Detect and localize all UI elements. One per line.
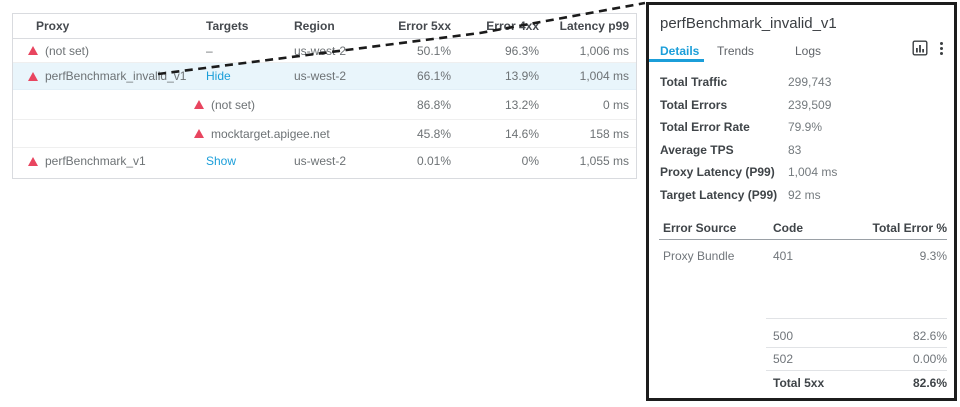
- metric-value: 299,743: [788, 75, 832, 89]
- table-row-target[interactable]: (not set) 86.8% 13.2% 0 ms: [13, 90, 636, 120]
- tab-details[interactable]: Details: [660, 44, 700, 58]
- error-row-500: 500 82.6%: [773, 329, 947, 343]
- latency-cell: 0 ms: [602, 97, 629, 112]
- error-table-header: Error Source Code Total Error %: [663, 221, 947, 235]
- error4xx-cell: 0%: [521, 154, 539, 168]
- metric-label: Proxy Latency (P99): [660, 165, 775, 179]
- proxy-name: perfBenchmark_v1: [45, 154, 146, 168]
- total-pct: 82.6%: [912, 376, 947, 390]
- latency-cell: 158 ms: [589, 126, 629, 141]
- error5xx-cell: 45.8%: [416, 126, 451, 141]
- latency-cell: 1,004 ms: [579, 69, 629, 83]
- warning-triangle-icon: [194, 100, 204, 109]
- error-row-502: 502 0.00%: [773, 352, 947, 366]
- region-cell: us-west-2: [294, 154, 347, 168]
- metric-row: Average TPS 83: [660, 143, 946, 157]
- proxy-name: perfBenchmark_invalid_v1: [45, 69, 187, 83]
- metric-row: Total Error Rate 79.9%: [660, 120, 946, 134]
- target-name: mocktarget.apigee.net: [211, 126, 330, 141]
- metric-label: Target Latency (P99): [660, 188, 778, 202]
- proxy-name: (not set): [45, 43, 90, 58]
- table-row-selected[interactable]: perfBenchmark_invalid_v1 Hide us-west-2 …: [13, 63, 636, 90]
- target-name: (not set): [211, 97, 256, 112]
- target-cell: mocktarget.apigee.net: [194, 127, 330, 141]
- error4xx-cell: 13.2%: [504, 97, 539, 112]
- metric-row: Proxy Latency (P99) 1,004 ms: [660, 165, 946, 179]
- tab-logs[interactable]: Logs: [795, 44, 822, 58]
- metric-label: Total Errors: [660, 98, 728, 112]
- proxy-details-panel: perfBenchmark_invalid_v1 Details Trends …: [646, 2, 957, 401]
- metric-value: 83: [788, 143, 802, 157]
- region-cell: us-west-2: [294, 43, 347, 58]
- error4xx-cell: 96.3%: [504, 43, 539, 58]
- column-header-error-source: Error Source: [663, 221, 737, 235]
- hide-targets-link[interactable]: Hide: [206, 69, 231, 83]
- metric-value: 79.9%: [788, 120, 823, 134]
- error-row-proxy-bundle: Proxy Bundle 401 9.3%: [663, 249, 947, 263]
- total-label: Total 5xx: [773, 376, 825, 390]
- metric-label: Average TPS: [660, 143, 734, 157]
- latency-cell: 1,055 ms: [579, 154, 629, 168]
- proxy-cell: perfBenchmark_invalid_v1: [28, 69, 186, 83]
- targets-cell: –: [206, 43, 213, 58]
- kebab-menu-icon[interactable]: [932, 39, 950, 57]
- latency-cell: 1,006 ms: [579, 43, 629, 58]
- proxy-table: Proxy Targets Region Error 5xx Error 4xx…: [12, 13, 637, 179]
- table-row[interactable]: (not set) – us-west-2 50.1% 96.3% 1,006 …: [13, 39, 636, 63]
- error-source: Proxy Bundle: [663, 249, 735, 263]
- proxy-cell: (not set): [28, 44, 89, 58]
- table-row-target[interactable]: mocktarget.apigee.net 45.8% 14.6% 158 ms: [13, 120, 636, 148]
- metric-value: 92 ms: [788, 188, 821, 202]
- column-header-proxy: Proxy: [36, 19, 70, 33]
- warning-triangle-icon: [28, 156, 38, 166]
- error4xx-cell: 13.9%: [504, 69, 539, 83]
- table-row[interactable]: perfBenchmark_v1 Show us-west-2 0.01% 0%…: [13, 148, 636, 174]
- metric-label: Total Error Rate: [660, 120, 750, 134]
- error-code: 500: [773, 329, 794, 343]
- error-table-divider: [659, 239, 947, 240]
- active-tab-underline: [649, 59, 704, 62]
- error-row-total-5xx: Total 5xx 82.6%: [773, 376, 947, 390]
- column-header-error5xx: Error 5xx: [398, 19, 451, 33]
- target-cell: (not set): [194, 98, 255, 112]
- warning-triangle-icon: [28, 71, 38, 81]
- metric-value: 239,509: [788, 98, 832, 112]
- tab-trends[interactable]: Trends: [717, 44, 754, 58]
- warning-triangle-icon: [194, 129, 204, 138]
- show-targets-link[interactable]: Show: [206, 154, 237, 168]
- metric-row: Total Traffic 299,743: [660, 75, 946, 89]
- column-header-targets: Targets: [206, 19, 249, 33]
- proxy-cell: perfBenchmark_v1: [28, 154, 146, 168]
- column-header-total-error-pct: Total Error %: [872, 221, 947, 235]
- error-pct: 82.6%: [912, 329, 947, 343]
- column-header-latency-p99: Latency p99: [559, 19, 629, 33]
- error-code: 502: [773, 352, 794, 366]
- warning-triangle-icon: [28, 46, 38, 55]
- error-pct: 0.00%: [912, 352, 947, 366]
- error4xx-cell: 14.6%: [504, 126, 539, 141]
- error-pct: 9.3%: [919, 249, 947, 263]
- region-cell: us-west-2: [294, 69, 347, 83]
- row-divider: [766, 370, 947, 371]
- row-divider: [766, 318, 947, 319]
- row-divider: [766, 347, 947, 348]
- error-code: 401: [773, 249, 794, 263]
- column-header-code: Code: [773, 221, 803, 235]
- metric-value: 1,004 ms: [788, 165, 838, 179]
- metric-row: Target Latency (P99) 92 ms: [660, 188, 946, 202]
- error5xx-cell: 50.1%: [416, 43, 451, 58]
- metric-label: Total Traffic: [660, 75, 728, 89]
- metric-row: Total Errors 239,509: [660, 98, 946, 112]
- error5xx-cell: 0.01%: [416, 154, 451, 168]
- panel-title: perfBenchmark_invalid_v1: [660, 15, 837, 32]
- bar-chart-icon[interactable]: [911, 39, 929, 57]
- error5xx-cell: 66.1%: [416, 69, 451, 83]
- error5xx-cell: 86.8%: [416, 97, 451, 112]
- proxy-table-header: Proxy Targets Region Error 5xx Error 4xx…: [13, 14, 636, 39]
- column-header-error4xx: Error 4xx: [486, 19, 539, 33]
- column-header-region: Region: [294, 19, 335, 33]
